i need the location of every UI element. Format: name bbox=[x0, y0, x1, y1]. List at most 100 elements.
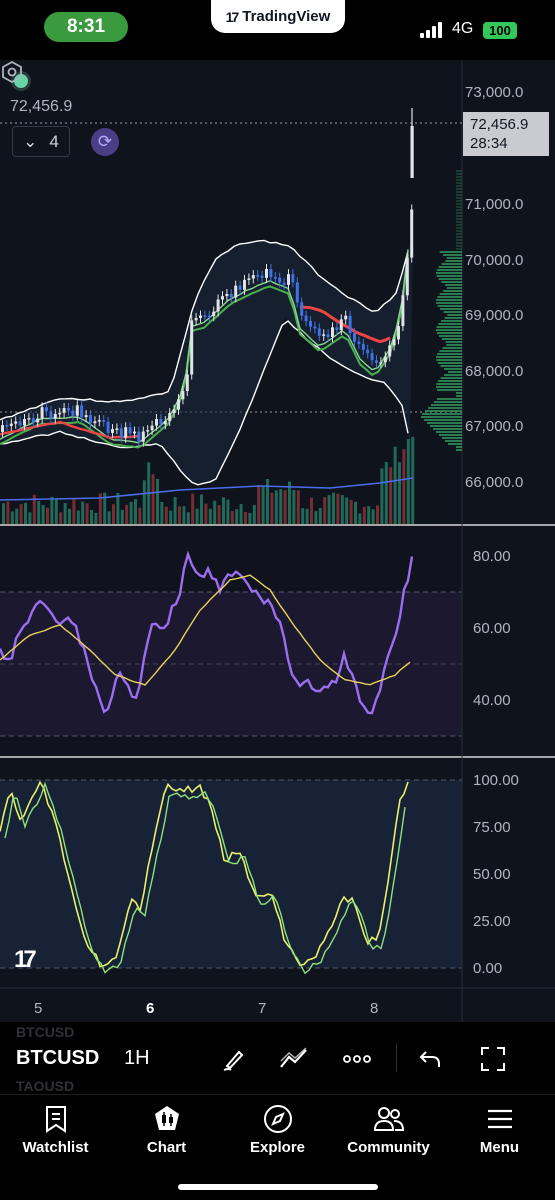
volume-bar bbox=[41, 504, 45, 524]
candle-body bbox=[357, 341, 361, 344]
candle-body bbox=[401, 295, 405, 327]
tradingview-watermark-icon: 17 bbox=[14, 946, 37, 973]
fullscreen-icon bbox=[481, 1047, 505, 1071]
volume-profile-bar bbox=[437, 353, 462, 355]
rsi-tick: 80.00 bbox=[473, 548, 511, 565]
volume-profile-bar bbox=[456, 200, 462, 202]
volume-bar bbox=[19, 504, 23, 524]
volume-bar bbox=[81, 501, 85, 524]
app-banner: 17 TradingView bbox=[211, 0, 345, 33]
volume-bar bbox=[156, 478, 159, 524]
nav-watchlist[interactable]: Watchlist bbox=[0, 1103, 111, 1156]
volume-profile-bar bbox=[438, 335, 462, 337]
nav-chart[interactable]: Chart bbox=[111, 1103, 222, 1156]
volume-bar bbox=[208, 508, 212, 524]
volume-bar bbox=[393, 446, 397, 524]
volume-profile-bar bbox=[437, 380, 462, 382]
nav-label: Menu bbox=[479, 1139, 520, 1156]
home-indicator bbox=[178, 1184, 378, 1190]
stoch-tick: 100.00 bbox=[473, 772, 519, 789]
candle-body bbox=[27, 418, 31, 420]
sync-icon[interactable]: ⟳ bbox=[91, 128, 119, 156]
indicator-count: 4 bbox=[49, 131, 59, 151]
nav-menu[interactable]: Menu bbox=[444, 1103, 555, 1156]
current-price-value: 72,456.9 bbox=[470, 116, 529, 133]
volume-bar bbox=[129, 501, 133, 524]
price-tick: 69,000.0 bbox=[465, 307, 524, 324]
current-price-badge[interactable]: 72,456.9 28:34 bbox=[463, 112, 549, 156]
candle-body bbox=[9, 423, 13, 426]
nav-explore[interactable]: Explore bbox=[222, 1103, 333, 1156]
volume-profile-bar bbox=[441, 281, 462, 283]
volume-bar bbox=[288, 481, 291, 524]
undo-icon bbox=[419, 1051, 440, 1067]
volume-profile bbox=[421, 170, 462, 451]
candle-body bbox=[313, 326, 317, 329]
candle-body bbox=[251, 275, 255, 279]
signal-icon bbox=[420, 22, 446, 38]
symbol-button[interactable]: BTCUSD bbox=[16, 1047, 100, 1069]
stoch-tick: 75.00 bbox=[473, 819, 511, 836]
indicators-button[interactable] bbox=[277, 1042, 311, 1076]
volume-bar bbox=[310, 497, 313, 524]
volume-profile-bar bbox=[436, 383, 462, 385]
drawing-tools-button[interactable] bbox=[217, 1042, 251, 1076]
volume-profile-bar bbox=[439, 293, 462, 295]
candle-body bbox=[295, 282, 299, 303]
candle-body bbox=[177, 399, 180, 410]
time-tick: 7 bbox=[258, 1000, 267, 1017]
app-banner-label: TradingView bbox=[242, 8, 331, 25]
volume-profile-bar bbox=[436, 326, 462, 328]
time-tick: 5 bbox=[34, 1000, 43, 1017]
chart-settings-icon[interactable] bbox=[0, 60, 24, 84]
volume-bar bbox=[28, 512, 32, 524]
volume-profile-bar bbox=[444, 317, 462, 319]
indicator-collapse-button[interactable]: ⌄ 4 bbox=[12, 126, 70, 157]
fullscreen-button[interactable] bbox=[476, 1042, 510, 1076]
volume-bar bbox=[217, 505, 221, 524]
candle-body bbox=[388, 345, 392, 357]
volume-bar bbox=[103, 492, 107, 524]
status-time: 8:31 bbox=[44, 12, 128, 42]
candles[interactable] bbox=[1, 108, 414, 447]
candle-body bbox=[155, 418, 158, 426]
volume-bar bbox=[283, 490, 287, 524]
candle-body bbox=[36, 418, 40, 423]
interval-button[interactable]: 1H bbox=[124, 1047, 150, 1069]
volume-bar bbox=[292, 490, 296, 524]
candle-body bbox=[225, 294, 229, 297]
stoch-d-line bbox=[4, 781, 406, 975]
nav-label: Watchlist bbox=[22, 1139, 89, 1156]
volume-profile-bar bbox=[422, 413, 462, 415]
candle-body bbox=[335, 327, 339, 331]
candle-body bbox=[247, 278, 251, 281]
candle-body bbox=[243, 279, 246, 290]
price-tick: 73,000.0 bbox=[465, 84, 524, 101]
candle-body bbox=[185, 374, 189, 392]
market-status-icon[interactable] bbox=[14, 74, 28, 88]
volume-bar bbox=[230, 511, 234, 524]
chart-canvas[interactable] bbox=[0, 60, 555, 1022]
volume-profile-bar bbox=[456, 230, 462, 232]
volume-profile-bar bbox=[445, 284, 462, 286]
volume-profile-bar bbox=[445, 440, 462, 442]
undo-button[interactable] bbox=[413, 1042, 447, 1076]
volume-ma-line bbox=[0, 477, 414, 501]
candle-body bbox=[366, 349, 370, 354]
volume-profile-bar bbox=[425, 410, 462, 412]
chart-area[interactable]: 72,456.9 ⌄ 4 ⟳ 73,000.0 71,000.0 70,000.… bbox=[0, 60, 555, 1022]
volume-bar bbox=[314, 511, 318, 524]
volume-profile-bar bbox=[445, 341, 462, 343]
nav-community[interactable]: Community bbox=[333, 1103, 444, 1156]
volume-bar bbox=[274, 490, 278, 524]
candle-body bbox=[265, 269, 268, 278]
prev-symbol-ghost: BTCUSD bbox=[16, 1024, 75, 1040]
volume-bar bbox=[235, 509, 239, 524]
volume-bar bbox=[257, 485, 261, 524]
volume-profile-bar bbox=[436, 431, 462, 433]
volume-bar bbox=[380, 468, 384, 524]
candle-body bbox=[146, 430, 150, 432]
more-button[interactable] bbox=[340, 1042, 374, 1076]
candle-body bbox=[45, 407, 48, 412]
candle-body bbox=[106, 421, 110, 433]
